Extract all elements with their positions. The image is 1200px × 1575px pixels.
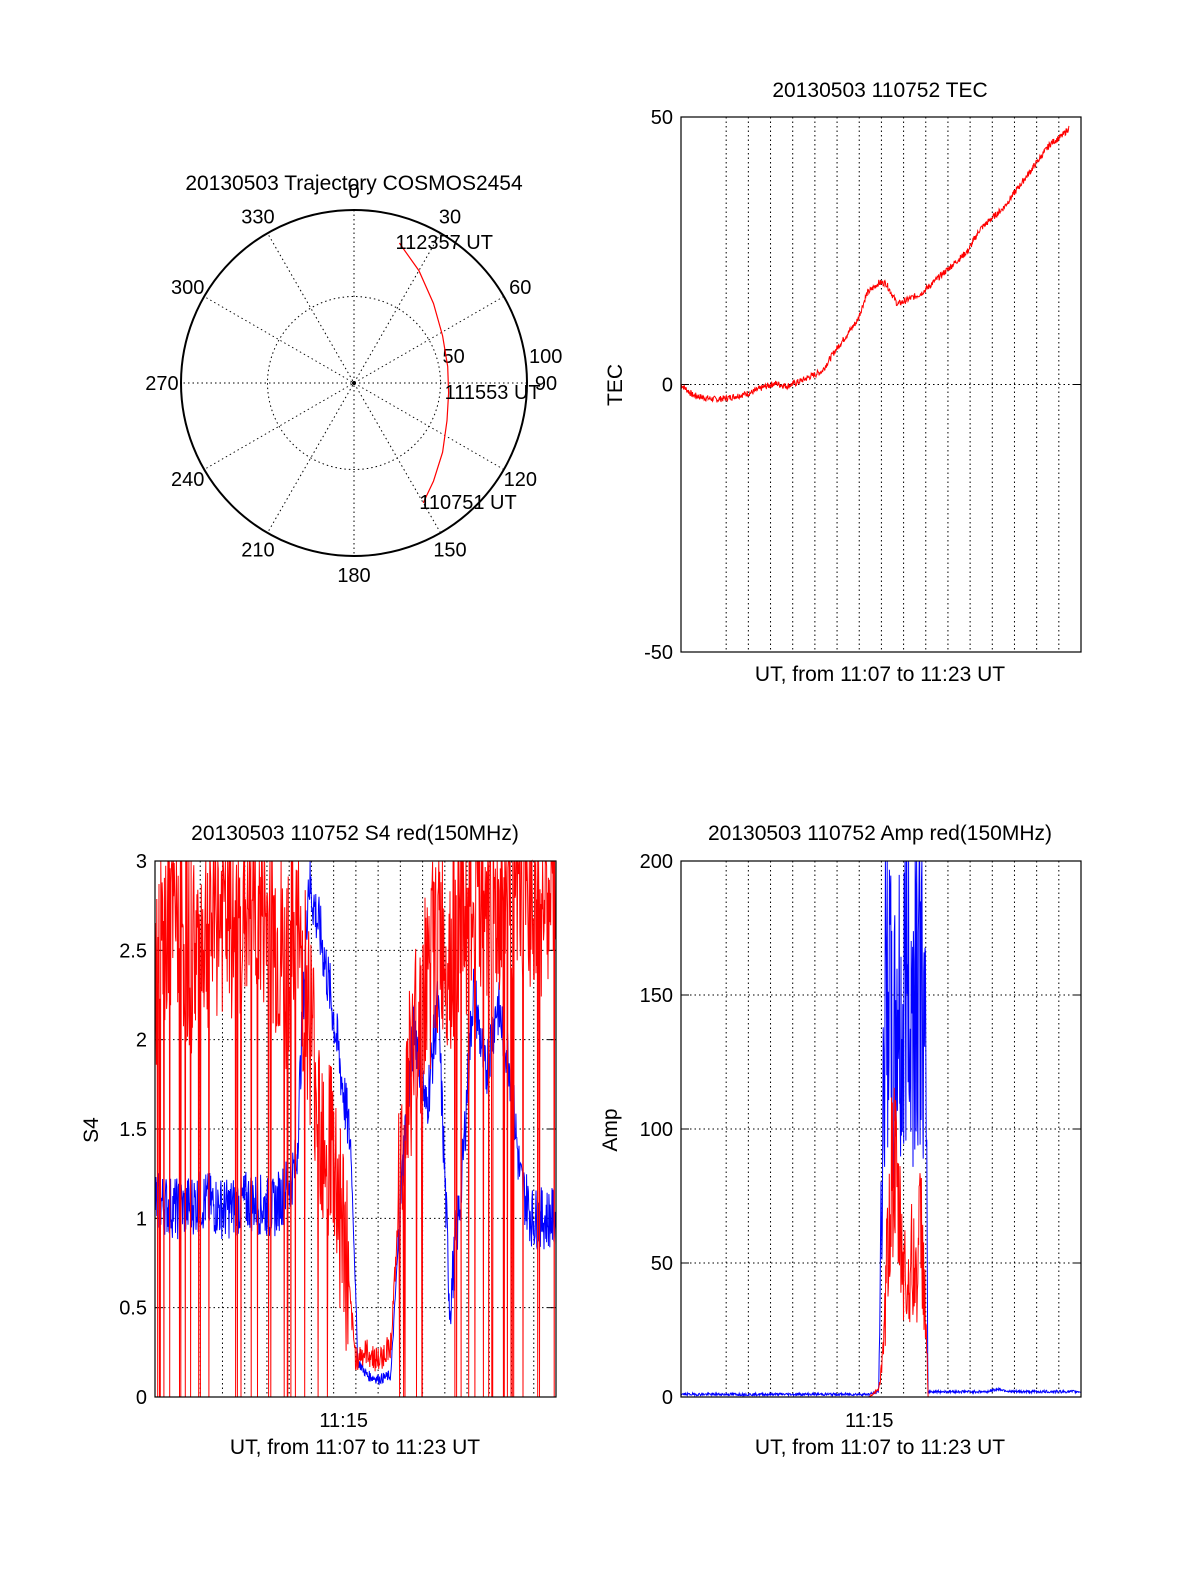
tec-plot: 20130503 110752 TEC UT, from 11:07 to 11… [604,79,1082,686]
trajectory-time-annotation: 112357 UT [395,232,492,254]
tec-series-red [680,125,1070,403]
s4-ytick-label: 0 [136,1387,147,1409]
polar-angle-label: 240 [171,469,204,491]
s4-title: 20130503 110752 S4 red(150MHz) [191,822,519,845]
polar-spoke [203,296,505,470]
s4-ytick-label: 3 [136,851,147,873]
amp-plot-frame [680,860,1082,1398]
polar-center-dot [352,381,356,385]
trajectory-track-line [398,242,450,504]
amp-plot: 20130503 110752 Amp red(150MHz) UT, from… [599,822,1082,1459]
polar-angle-label: 330 [241,207,274,229]
polar-radius-label: 100 [529,346,562,368]
amp-x-axis-label: UT, from 11:07 to 11:23 UT [755,1436,1005,1459]
polar-angle-label: 30 [439,207,461,229]
s4-ytick-label: 0.5 [119,1298,147,1320]
amp-ytick-label: 0 [662,1387,673,1409]
s4-ytick-label: 1.5 [119,1119,147,1141]
tec-x-axis-label: UT, from 11:07 to 11:23 UT [755,663,1005,686]
polar-radius-label: 50 [443,346,465,368]
amp-title: 20130503 110752 Amp red(150MHz) [708,822,1052,845]
amp-ytick-label: 100 [640,1119,673,1141]
amp-series-red [868,1087,929,1398]
polar-angle-label: 90 [535,373,557,395]
s4-plot: 20130503 110752 S4 red(150MHz) UT, from … [80,822,557,1459]
amp-xtick-label: 11:15 [845,1410,894,1432]
s4-ytick-label: 1 [136,1208,147,1230]
s4-x-axis-label: UT, from 11:07 to 11:23 UT [230,1436,480,1459]
trajectory-polar-plot: 20130503 Trajectory COSMOS2454 0 30 60 90 12… [145,172,562,587]
tec-ytick-label: 0 [662,375,673,397]
polar-angle-label: 150 [433,539,466,561]
polar-spoke [267,232,441,534]
amp-ytick-label: 150 [640,985,673,1007]
polar-spoke [203,296,505,470]
polar-angle-label: 210 [241,539,274,561]
amp-ytick-label: 200 [640,851,673,873]
s4-xtick-label: 11:15 [319,1410,368,1432]
tec-ytick-label: 50 [651,107,673,129]
tec-ytick-label: -50 [644,642,673,664]
polar-angle-label: 120 [504,469,537,491]
polar-angle-label: 300 [171,277,204,299]
polar-spoke [267,232,441,534]
amp-ytick-label: 50 [651,1253,673,1275]
tec-plot-frame [680,116,1082,653]
amp-series-blue [680,860,1082,1398]
amp-y-axis-label: Amp [599,1108,622,1151]
tec-y-axis-label: TEC [604,364,627,406]
s4-plot-frame [154,860,557,1398]
s4-ytick-label: 2 [136,1030,147,1052]
tec-title: 20130503 110752 TEC [772,79,987,102]
trajectory-title: 20130503 Trajectory COSMOS2454 [185,172,523,195]
polar-angle-label: 60 [509,277,531,299]
polar-angle-label: 270 [145,373,178,395]
trajectory-time-annotation: 110751 UT [419,492,516,514]
s4-y-axis-label: S4 [80,1117,103,1143]
polar-angle-label: 0 [348,181,359,203]
polar-angle-label: 180 [337,565,370,587]
s4-ytick-label: 2.5 [119,940,147,962]
trajectory-time-annotation: 111553 UT [445,382,541,404]
